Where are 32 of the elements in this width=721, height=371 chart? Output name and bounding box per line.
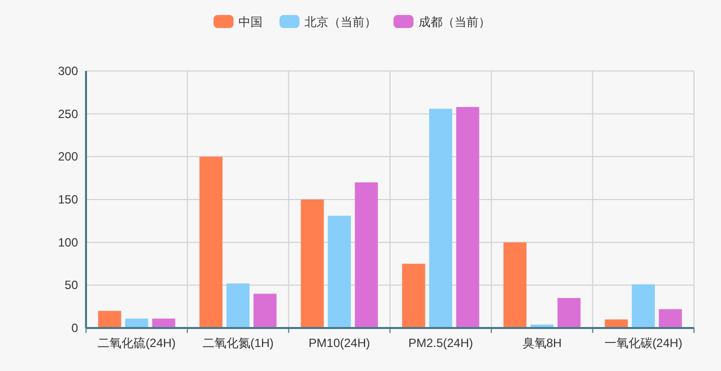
- bar: [632, 284, 655, 328]
- bar: [354, 182, 378, 328]
- bar: [254, 294, 277, 328]
- bar: [503, 242, 526, 328]
- legend-label: 成都（当前）: [418, 15, 490, 29]
- y-tick-label: 50: [64, 278, 78, 292]
- bar: [558, 298, 581, 328]
- y-tick-label: 200: [58, 150, 78, 164]
- x-tick-label: 二氧化氮(1H): [202, 336, 274, 350]
- bar: [226, 283, 250, 328]
- x-tick-label: 二氧化硫(24H): [98, 336, 176, 350]
- y-tick-label: 250: [58, 106, 78, 121]
- bar: [199, 156, 222, 328]
- bar: [456, 106, 480, 328]
- y-tick-label: 0: [71, 321, 78, 335]
- x-tick-label: 臭氧8H: [522, 336, 562, 350]
- legend-label: 中国: [238, 15, 262, 29]
- y-tick-label: 100: [58, 235, 78, 250]
- bar: [300, 200, 324, 328]
- y-tick-label: 300: [58, 64, 78, 78]
- bar: [328, 216, 351, 328]
- bar: [429, 108, 452, 328]
- bar: [125, 318, 148, 328]
- bar: [152, 318, 176, 328]
- y-tick-label: 150: [58, 192, 78, 206]
- bar: [98, 310, 122, 328]
- bar: [402, 264, 426, 328]
- x-tick-label: PM10(24H): [308, 336, 370, 350]
- bar: [658, 309, 682, 328]
- legend-label: 北京（当前）: [304, 15, 376, 29]
- x-tick-label: 一氧化碳(24H): [604, 336, 682, 350]
- x-tick-label: PM2.5(24H): [408, 336, 474, 350]
